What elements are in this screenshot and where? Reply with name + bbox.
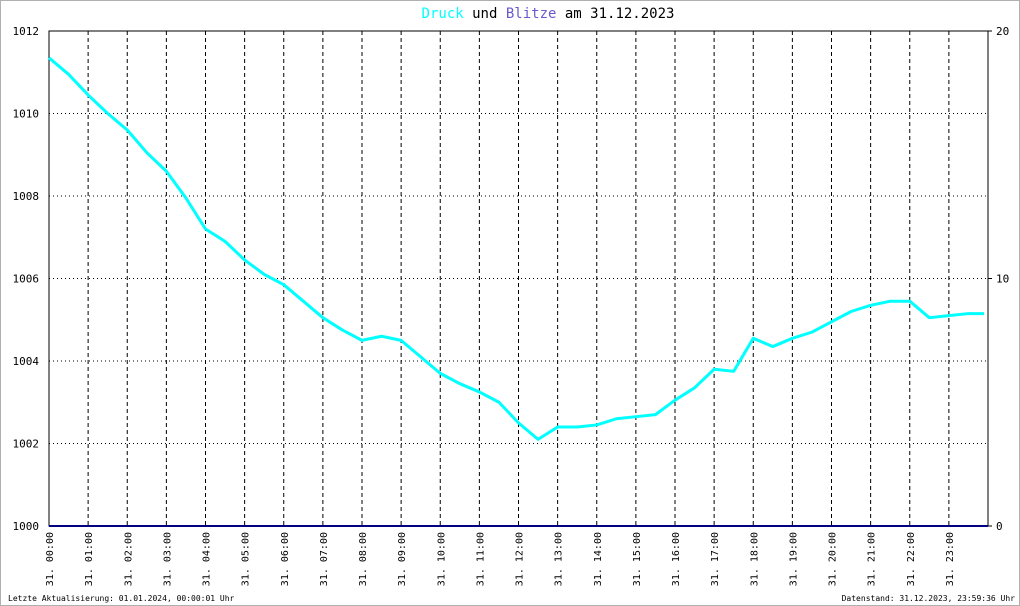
x-tick-label: 31. 05:00 <box>241 532 252 586</box>
x-tick-label: 31. 20:00 <box>828 532 839 586</box>
x-tick-label: 31. 08:00 <box>358 532 369 586</box>
x-tick-label: 31. 19:00 <box>788 532 799 586</box>
footer-left: Letzte Aktualisierung: 01.01.2024, 00:00… <box>8 594 235 603</box>
series-line <box>48 56 985 441</box>
x-tick-label: 31. 16:00 <box>671 532 682 586</box>
x-tick-label: 31. 09:00 <box>397 532 408 586</box>
y-tick-label: 1008 <box>13 190 40 203</box>
x-tick-label: 31. 02:00 <box>123 532 134 586</box>
x-tick-label: 31. 13:00 <box>554 532 565 586</box>
x-tick-label: 31. 00:00 <box>45 532 56 586</box>
x-tick-label: 31. 21:00 <box>867 532 878 586</box>
title-series: Blitze <box>506 6 557 22</box>
x-tick-label: 31. 14:00 <box>593 532 604 586</box>
title-series: Druck <box>422 6 465 22</box>
x-tick-label: 31. 11:00 <box>475 532 486 586</box>
footer-right: Datenstand: 31.12.2023, 23:59:36 Uhr <box>842 594 1016 603</box>
x-tick-label: 31. 07:00 <box>319 532 330 586</box>
title-join: und <box>472 6 497 22</box>
y-tick-label: 1002 <box>13 438 40 451</box>
y-tick-label: 1006 <box>13 273 40 286</box>
y-tick-label: 1004 <box>13 355 40 368</box>
y2-tick-label: 0 <box>996 520 1003 533</box>
title-suffix: am 31.12.2023 <box>565 6 675 22</box>
y2-tick-label: 10 <box>996 273 1009 286</box>
x-tick-label: 31. 10:00 <box>436 532 447 586</box>
y-tick-label: 1012 <box>13 25 40 38</box>
y-tick-label: 1000 <box>13 520 40 533</box>
x-tick-label: 31. 23:00 <box>945 532 956 586</box>
y-tick-label: 1010 <box>13 108 40 121</box>
x-tick-label: 31. 12:00 <box>515 532 526 586</box>
x-tick-label: 31. 18:00 <box>749 532 760 586</box>
x-tick-label: 31. 04:00 <box>202 532 213 586</box>
x-tick-label: 31. 17:00 <box>710 532 721 586</box>
y2-tick-label: 20 <box>996 25 1009 38</box>
x-tick-label: 31. 06:00 <box>280 532 291 586</box>
chart-title: Druck und Blitze am 31.12.2023 <box>422 6 675 22</box>
x-tick-label: 31. 22:00 <box>906 532 917 586</box>
x-tick-label: 31. 03:00 <box>162 532 173 586</box>
x-tick-label: 31. 01:00 <box>84 532 95 586</box>
x-tick-label: 31. 15:00 <box>632 532 643 586</box>
